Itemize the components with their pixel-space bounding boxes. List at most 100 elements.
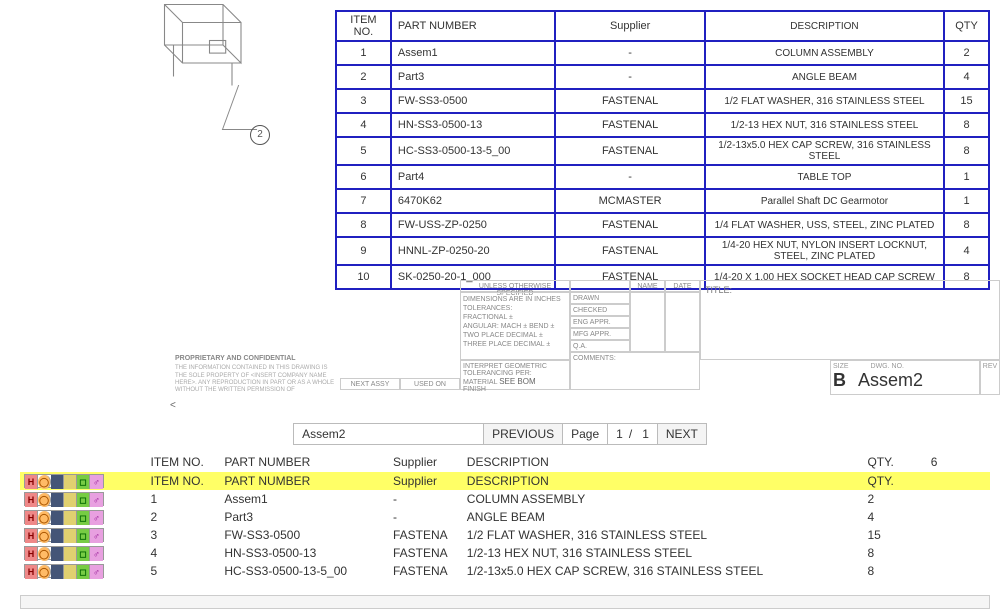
item-list-table: ITEM NO. PART NUMBER Supplier DESCRIPTIO… (20, 452, 990, 580)
next-button[interactable]: NEXT (658, 424, 706, 444)
page-current: 1 (608, 424, 627, 444)
list-row[interactable]: H◯◻♂2Part3-ANGLE BEAM4 (20, 508, 990, 526)
gender-icon[interactable]: ♂ (90, 565, 103, 579)
bom-cell-qty: 8 (944, 137, 989, 165)
bom-cell-part: HNNL-ZP-0250-20 (391, 237, 555, 265)
square-icon[interactable]: ◻ (77, 547, 90, 561)
list-cell-qty: 8 (863, 544, 926, 562)
list-header-qty[interactable]: QTY. (863, 452, 926, 472)
bar2-icon[interactable] (64, 475, 77, 489)
bom-row: 5HC-SS3-0500-13-5_00FASTENAL1/2-13x5.0 H… (336, 137, 989, 165)
h-icon[interactable]: H (25, 493, 38, 507)
bar1-icon[interactable] (51, 565, 64, 579)
bom-cell-qty: 8 (944, 213, 989, 237)
circle-icon[interactable]: ◯ (38, 475, 51, 489)
h-icon[interactable]: H (25, 475, 38, 489)
row-icon-strip[interactable]: H◯ ◻♂ (24, 528, 104, 542)
title-block: UNLESS OTHERWISE SPECIFIED DIMENSIONS AR… (340, 280, 990, 400)
h-icon[interactable]: H (25, 547, 38, 561)
bom-cell-qty: 8 (944, 113, 989, 137)
bar1-icon[interactable] (51, 547, 64, 561)
bar1-icon[interactable] (51, 493, 64, 507)
bar1-icon[interactable] (51, 529, 64, 543)
list-cell-desc: ANGLE BEAM (463, 508, 864, 526)
bom-cell-supplier: FASTENAL (555, 237, 705, 265)
bar2-icon[interactable] (64, 529, 77, 543)
tb-engappr: ENG APPR. (570, 316, 630, 328)
bar2-icon[interactable] (64, 511, 77, 525)
nav-title[interactable]: Assem2 (294, 424, 484, 444)
circle-icon[interactable]: ◯ (38, 511, 51, 525)
tb-ang: ANGULAR: MACH ± BEND ± (463, 322, 567, 331)
bar1-icon[interactable] (51, 511, 64, 525)
list-row[interactable]: H◯◻♂1Assem1-COLUMN ASSEMBLY2 (20, 490, 990, 508)
list-cell-item: 2 (147, 508, 221, 526)
gender-icon[interactable]: ♂ (90, 529, 103, 543)
row-icon-strip[interactable]: H◯ ◻♂ (24, 510, 104, 524)
circle-icon[interactable]: ◯ (38, 565, 51, 579)
bom-cell-desc: Parallel Shaft DC Gearmotor (705, 189, 944, 213)
gender-icon[interactable]: ♂ (90, 547, 103, 561)
list-cell-supplier: - (389, 490, 463, 508)
bom-cell-part: FW-USS-ZP-0250 (391, 213, 555, 237)
list-cell-item: 3 (147, 526, 221, 544)
h-icon[interactable]: H (25, 565, 38, 579)
row-icon-strip[interactable]: H◯ ◻♂ (24, 546, 104, 560)
list-row[interactable]: H◯◻♂4HN-SS3-0500-13FASTENA1/2-13 HEX NUT… (20, 544, 990, 562)
bom-cell-supplier: FASTENAL (555, 113, 705, 137)
page-sep: / (627, 424, 634, 444)
bom-cell-supplier: - (555, 65, 705, 89)
square-icon[interactable]: ◻ (77, 475, 90, 489)
list-header-supplier[interactable]: Supplier (389, 452, 463, 472)
gender-icon[interactable]: ♂ (90, 493, 103, 507)
bar2-icon[interactable] (64, 547, 77, 561)
list-header-desc[interactable]: DESCRIPTION (463, 452, 864, 472)
bom-header-desc: DESCRIPTION (705, 11, 944, 41)
callout-balloon: 2 (250, 125, 270, 145)
tb-name-hdr: NAME (630, 280, 665, 292)
bom-table: ITEM NO. PART NUMBER Supplier DESCRIPTIO… (335, 10, 990, 290)
bom-row: 6Part4-TABLE TOP1 (336, 165, 989, 189)
horizontal-scrollbar[interactable] (20, 595, 990, 609)
tb-title-lbl: TITLE: (700, 280, 1000, 360)
tb-next-assy: NEXT ASSY (340, 378, 400, 390)
bom-row: 4HN-SS3-0500-13FASTENAL1/2-13 HEX NUT, 3… (336, 113, 989, 137)
row-icon-strip[interactable]: H◯ ◻♂ (24, 474, 104, 488)
list-cell-supplier: - (389, 508, 463, 526)
list-row[interactable]: H◯◻♂5HC-SS3-0500-13-5_00FASTENA1/2-13x5.… (20, 562, 990, 580)
gender-icon[interactable]: ♂ (90, 475, 103, 489)
scroll-left-arrow[interactable]: < (170, 400, 176, 411)
list-header-extra[interactable]: 6 (927, 452, 990, 472)
square-icon[interactable]: ◻ (77, 565, 90, 579)
square-icon[interactable]: ◻ (77, 511, 90, 525)
bar1-icon[interactable] (51, 475, 64, 489)
h-icon[interactable]: H (25, 529, 38, 543)
circle-icon[interactable]: ◯ (38, 493, 51, 507)
circle-icon[interactable]: ◯ (38, 529, 51, 543)
row-icon-strip[interactable]: H◯ ◻♂ (24, 492, 104, 506)
proprietary-notice: PROPRIETARY AND CONFIDENTIAL THE INFORMA… (175, 355, 340, 394)
list-row[interactable]: H◯◻♂3FW-SS3-0500FASTENA1/2 FLAT WASHER, … (20, 526, 990, 544)
square-icon[interactable]: ◻ (77, 493, 90, 507)
bom-cell-part: Assem1 (391, 41, 555, 65)
bom-cell-item: 4 (336, 113, 391, 137)
list-header-part[interactable]: PART NUMBER (220, 452, 389, 472)
h-icon[interactable]: H (25, 511, 38, 525)
previous-button[interactable]: PREVIOUS (484, 424, 563, 444)
gender-icon[interactable]: ♂ (90, 511, 103, 525)
bom-cell-desc: 1/4 FLAT WASHER, USS, STEEL, ZINC PLATED (705, 213, 944, 237)
circle-icon[interactable]: ◯ (38, 547, 51, 561)
bar2-icon[interactable] (64, 565, 77, 579)
bom-row: 9HNNL-ZP-0250-20FASTENAL1/4-20 HEX NUT, … (336, 237, 989, 265)
list-cell-part: Assem1 (220, 490, 389, 508)
square-icon[interactable]: ◻ (77, 529, 90, 543)
tb-mfgappr: MFG APPR. (570, 328, 630, 340)
list-header-item[interactable]: ITEM NO. (147, 452, 221, 472)
bar2-icon[interactable] (64, 493, 77, 507)
tb-size: B (833, 370, 846, 391)
list-cell-item: 1 (147, 490, 221, 508)
list-row-highlight[interactable]: H◯◻♂ITEM NO.PART NUMBERSupplierDESCRIPTI… (20, 472, 990, 490)
bom-cell-item: 8 (336, 213, 391, 237)
bom-cell-desc: 1/2 FLAT WASHER, 316 STAINLESS STEEL (705, 89, 944, 113)
row-icon-strip[interactable]: H◯ ◻♂ (24, 564, 104, 578)
